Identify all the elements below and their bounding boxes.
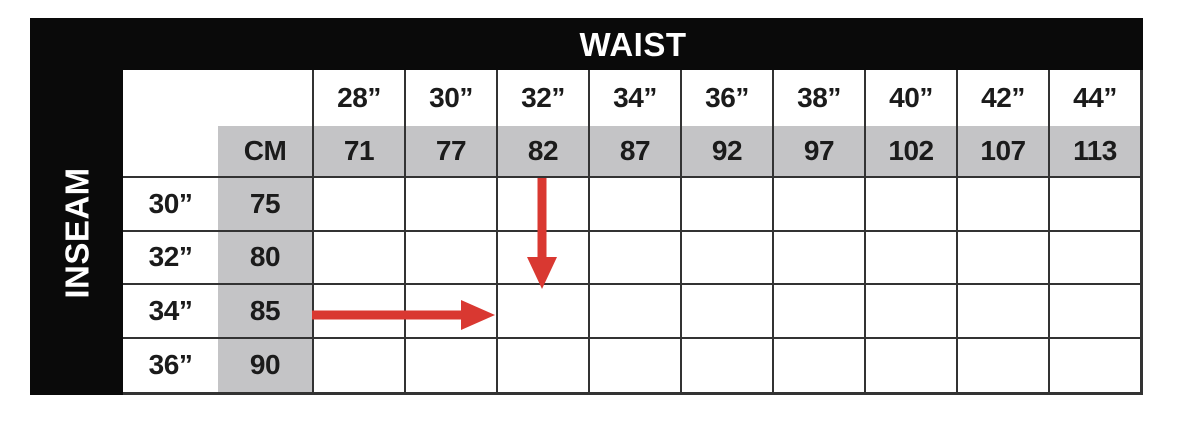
- inseam-cm-label: 80: [218, 231, 312, 285]
- waist-inch-header: 32”: [496, 70, 588, 126]
- size-cell: [404, 178, 496, 232]
- size-cell: [1048, 338, 1140, 392]
- size-cell: [496, 285, 588, 339]
- size-cell: [864, 285, 956, 339]
- waist-cm-header: 102: [864, 126, 956, 178]
- waist-cm-header: 71: [312, 126, 404, 178]
- inseam-cm-label: 90: [218, 338, 312, 392]
- inseam-cm-label: 85: [218, 285, 312, 339]
- inseam-inch-label: 32”: [123, 231, 218, 285]
- size-cell: [680, 338, 772, 392]
- waist-cm-header: 77: [404, 126, 496, 178]
- size-cell: [588, 178, 680, 232]
- size-cell: [312, 231, 404, 285]
- size-cell: [864, 231, 956, 285]
- size-cell: [312, 178, 404, 232]
- size-cell: [1048, 285, 1140, 339]
- inseam-inch-label: 34”: [123, 285, 218, 339]
- size-cell: [772, 285, 864, 339]
- corner-cell: [123, 70, 312, 126]
- inseam-cm-label: 75: [218, 178, 312, 232]
- waist-inch-header: 34”: [588, 70, 680, 126]
- size-cell: [588, 285, 680, 339]
- waist-inch-header: 38”: [772, 70, 864, 126]
- size-cell: [680, 231, 772, 285]
- waist-cm-header: 87: [588, 126, 680, 178]
- size-cell: [312, 285, 404, 339]
- waist-inch-header: 42”: [956, 70, 1048, 126]
- size-cell: [588, 231, 680, 285]
- size-cell: [956, 231, 1048, 285]
- waist-axis-header: WAIST: [30, 18, 1143, 70]
- size-grid: 28” 30” 32” 34” 36” 38” 40” 42” 44” CM 7…: [123, 70, 1143, 395]
- size-cell: [1048, 178, 1140, 232]
- cm-unit-cell: CM: [218, 126, 312, 178]
- waist-cm-header: 107: [956, 126, 1048, 178]
- waist-cm-header: 97: [772, 126, 864, 178]
- size-cell: [864, 338, 956, 392]
- size-cell: [956, 338, 1048, 392]
- inseam-axis-label: INSEAM: [58, 166, 95, 299]
- size-cell: [864, 178, 956, 232]
- size-cell: [404, 338, 496, 392]
- waist-cm-header: 82: [496, 126, 588, 178]
- size-cell: [772, 338, 864, 392]
- size-cell: [404, 285, 496, 339]
- size-cell: [680, 178, 772, 232]
- size-cell: [496, 338, 588, 392]
- size-cell: [496, 231, 588, 285]
- inseam-inch-label: 36”: [123, 338, 218, 392]
- size-cell: [404, 231, 496, 285]
- size-table: WAIST INSEAM 28” 30” 32” 34” 36” 38” 40”…: [30, 18, 1143, 395]
- size-cell: [1048, 231, 1140, 285]
- table-body: INSEAM 28” 30” 32” 34” 36” 38” 40” 42” 4…: [30, 70, 1143, 395]
- waist-inch-header: 30”: [404, 70, 496, 126]
- waist-cm-header: 92: [680, 126, 772, 178]
- size-cell: [772, 231, 864, 285]
- inseam-inch-label: 30”: [123, 178, 218, 232]
- waist-inch-header: 28”: [312, 70, 404, 126]
- size-cell: [956, 285, 1048, 339]
- size-cell: [956, 178, 1048, 232]
- size-cell: [312, 338, 404, 392]
- inseam-inch-spacer: [123, 126, 218, 178]
- waist-inch-header: 44”: [1048, 70, 1140, 126]
- size-cell: [588, 338, 680, 392]
- waist-inch-header: 36”: [680, 70, 772, 126]
- waist-inch-header: 40”: [864, 70, 956, 126]
- size-cell: [496, 178, 588, 232]
- inseam-axis-header: INSEAM: [30, 70, 123, 395]
- size-cell: [772, 178, 864, 232]
- size-cell: [680, 285, 772, 339]
- waist-cm-header: 113: [1048, 126, 1140, 178]
- waist-axis-label: WAIST: [579, 25, 687, 63]
